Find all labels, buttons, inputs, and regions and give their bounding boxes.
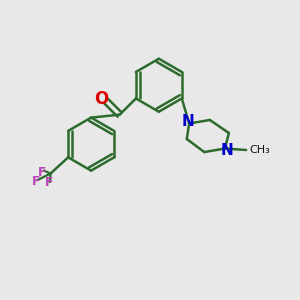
Text: F: F <box>45 176 53 190</box>
Text: F: F <box>38 166 46 178</box>
Text: N: N <box>221 143 234 158</box>
Text: F: F <box>32 175 40 188</box>
Text: N: N <box>182 114 194 129</box>
Text: O: O <box>94 90 108 108</box>
Text: CH₃: CH₃ <box>250 145 270 155</box>
